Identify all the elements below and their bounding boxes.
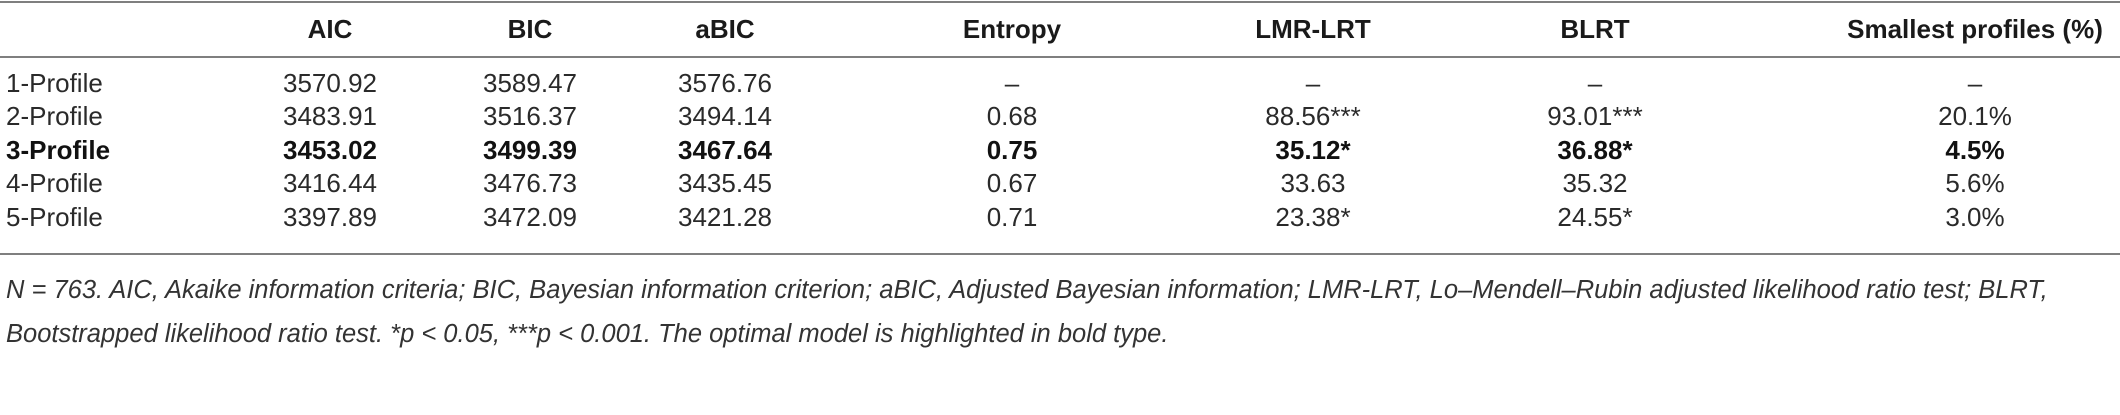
table-row: 5-Profile 3397.89 3472.09 3421.28 0.71 23.38*… xyxy=(0,195,2120,239)
header-abic: aBIC xyxy=(695,13,755,44)
abic-value: 3467.64 xyxy=(678,135,772,165)
entropy-value: 0.68 xyxy=(986,101,1038,131)
table-row: 1-Profile 3570.92 3589.47 3576.76 – – – – xyxy=(0,61,2120,105)
lmr-lrt-value: 33.63 xyxy=(1280,168,1346,198)
aic-value: 3397.89 xyxy=(283,202,377,232)
profile-label: 3-Profile xyxy=(6,135,111,165)
header-bic: BIC xyxy=(507,13,553,44)
table-footnote: N = 763. AIC, Akaike information criteri… xyxy=(6,276,2048,348)
header-entropy: Entropy xyxy=(962,13,1062,44)
smallest-profile-value: – xyxy=(1967,68,1983,98)
bic-value: 3589.47 xyxy=(483,68,577,98)
aic-value: 3483.91 xyxy=(283,101,377,131)
abic-value: 3435.45 xyxy=(678,168,772,198)
header-blrt: BLRT xyxy=(1560,13,1630,44)
aic-value: 3570.92 xyxy=(283,68,377,98)
lmr-lrt-value: 23.38* xyxy=(1275,202,1351,232)
entropy-value: 0.75 xyxy=(986,135,1038,165)
profile-label: 2-Profile xyxy=(6,101,103,131)
lmr-lrt-value: 35.12* xyxy=(1275,135,1351,165)
aic-value: 3416.44 xyxy=(283,168,377,198)
table-row: 4-Profile 3416.44 3476.73 3435.45 0.67 33.63 3… xyxy=(0,161,2120,205)
blrt-value: 93.01*** xyxy=(1547,101,1643,131)
bic-value: 3476.73 xyxy=(483,168,577,198)
smallest-profile-value: 20.1% xyxy=(1938,101,2012,131)
bic-value: 3516.37 xyxy=(483,101,577,131)
lmr-lrt-value: 88.56*** xyxy=(1265,101,1361,131)
table-row: 2-Profile 3483.91 3516.37 3494.14 0.68 88.56*… xyxy=(0,94,2120,138)
header-rule xyxy=(0,56,2120,58)
blrt-value: 35.32 xyxy=(1562,168,1628,198)
entropy-value: 0.67 xyxy=(986,168,1038,198)
abic-value: 3494.14 xyxy=(678,101,772,131)
blrt-value: 36.88* xyxy=(1557,135,1633,165)
table-row: 3-Profile 3453.02 3499.39 3467.64 0.75 35.12*… xyxy=(0,128,2120,172)
entropy-value: – xyxy=(1004,68,1020,98)
table-bottom-rule xyxy=(0,253,2120,255)
header-aic: AIC xyxy=(307,13,353,44)
bic-value: 3472.09 xyxy=(483,202,577,232)
lmr-lrt-value: – xyxy=(1305,68,1321,98)
entropy-value: 0.71 xyxy=(986,202,1038,232)
profile-label: 5-Profile xyxy=(6,202,103,232)
profile-label: 4-Profile xyxy=(6,168,103,198)
smallest-profile-value: 4.5% xyxy=(1945,135,2005,165)
smallest-profile-value: 5.6% xyxy=(1945,168,2005,198)
table-top-rule xyxy=(0,1,2120,3)
bic-value: 3499.39 xyxy=(483,135,577,165)
header-smallest-profiles: Smallest profiles (%) xyxy=(1847,13,2103,44)
abic-value: 3421.28 xyxy=(678,202,772,232)
aic-value: 3453.02 xyxy=(283,135,377,165)
header-lmr-lrt: LMR-LRT xyxy=(1255,13,1371,44)
abic-value: 3576.76 xyxy=(678,68,772,98)
profile-label: 1-Profile xyxy=(6,68,103,98)
blrt-value: – xyxy=(1587,68,1603,98)
blrt-value: 24.55* xyxy=(1557,202,1633,232)
smallest-profile-value: 3.0% xyxy=(1945,202,2005,232)
